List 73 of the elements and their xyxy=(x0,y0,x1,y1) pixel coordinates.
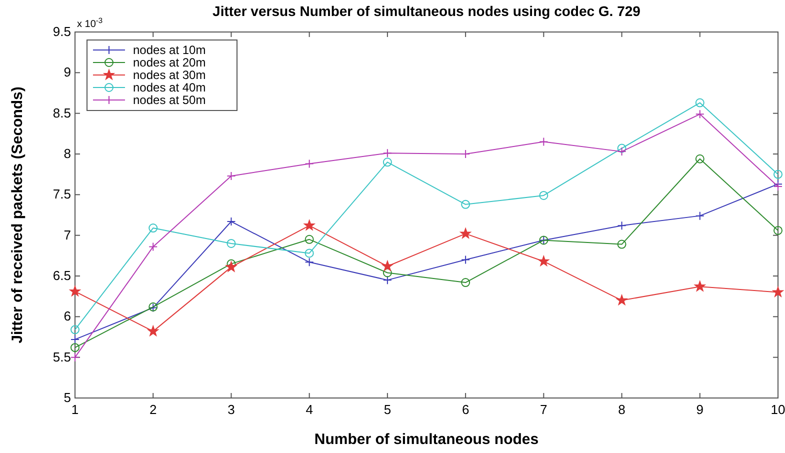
x-tick-label: 4 xyxy=(306,402,313,417)
point xyxy=(694,281,706,292)
y-tick-label: 9 xyxy=(64,64,71,80)
point xyxy=(774,170,782,179)
x-tick-label: 10 xyxy=(770,402,785,417)
point xyxy=(304,220,315,230)
point xyxy=(774,226,782,235)
point xyxy=(617,240,626,249)
point xyxy=(226,171,236,180)
legend-label: nodes at 40m xyxy=(133,80,206,94)
point xyxy=(461,278,470,288)
point xyxy=(148,326,158,336)
x-tick-label: 9 xyxy=(696,402,704,417)
point xyxy=(148,224,158,233)
point xyxy=(772,286,784,297)
point xyxy=(539,190,548,200)
point xyxy=(695,154,704,164)
point xyxy=(617,221,626,230)
x-tick-label: 3 xyxy=(228,402,235,417)
point xyxy=(616,294,628,305)
point xyxy=(304,258,314,267)
y-axis-title: Jitter of received packets (Seconds) xyxy=(9,86,26,344)
x-tick-label: 6 xyxy=(462,402,470,417)
point xyxy=(461,150,470,158)
chart-title: Jitter versus Number of simultaneous nodes using codec G. 729 xyxy=(212,3,641,19)
point xyxy=(226,217,236,226)
point xyxy=(70,325,80,334)
point xyxy=(695,211,704,220)
point xyxy=(538,256,549,266)
x-axis-title: Number of simultaneous nodes xyxy=(314,431,539,448)
x-tick-label: 5 xyxy=(384,402,392,417)
x-tick-label: 7 xyxy=(540,402,548,417)
point xyxy=(382,276,392,285)
point xyxy=(70,352,80,362)
point xyxy=(226,262,236,272)
y-tick-label: 5 xyxy=(64,390,71,405)
point xyxy=(70,343,80,352)
point xyxy=(304,159,314,168)
point xyxy=(617,147,626,156)
legend-label: nodes at 30m xyxy=(133,68,206,82)
y-tick-label: 7.5 xyxy=(52,186,71,202)
point xyxy=(304,248,314,258)
point xyxy=(461,255,470,264)
legend-label: nodes at 20m xyxy=(133,56,206,70)
point xyxy=(539,137,548,146)
legend-label: nodes at 50m xyxy=(133,93,206,107)
point xyxy=(382,148,392,158)
y-tick-label: 9.5 xyxy=(52,24,71,39)
y-tick-label: 5.5 xyxy=(52,349,71,364)
y-tick-label: 6.5 xyxy=(52,268,71,283)
point xyxy=(382,268,392,278)
point xyxy=(695,98,704,108)
x-tick-label: 2 xyxy=(149,402,157,417)
point xyxy=(70,334,80,344)
point xyxy=(461,200,470,209)
text: x 10$^{-3}$ xyxy=(77,16,103,30)
y-tick-label: 6 xyxy=(64,308,71,324)
point xyxy=(382,260,393,271)
y-tick-label: 7 xyxy=(64,227,71,242)
x-tick-label: 1 xyxy=(71,402,79,417)
point xyxy=(460,228,471,238)
point xyxy=(70,286,80,296)
point xyxy=(226,238,236,248)
point xyxy=(617,144,626,153)
legend-label: nodes at 10m xyxy=(133,43,206,57)
point xyxy=(382,158,392,167)
point xyxy=(304,234,314,244)
x-tick-label: 8 xyxy=(618,402,626,417)
point xyxy=(695,110,704,119)
point xyxy=(774,182,782,192)
y-tick-label: 8.5 xyxy=(52,105,71,120)
point xyxy=(148,242,158,252)
y-tick-label: 8 xyxy=(64,146,71,161)
